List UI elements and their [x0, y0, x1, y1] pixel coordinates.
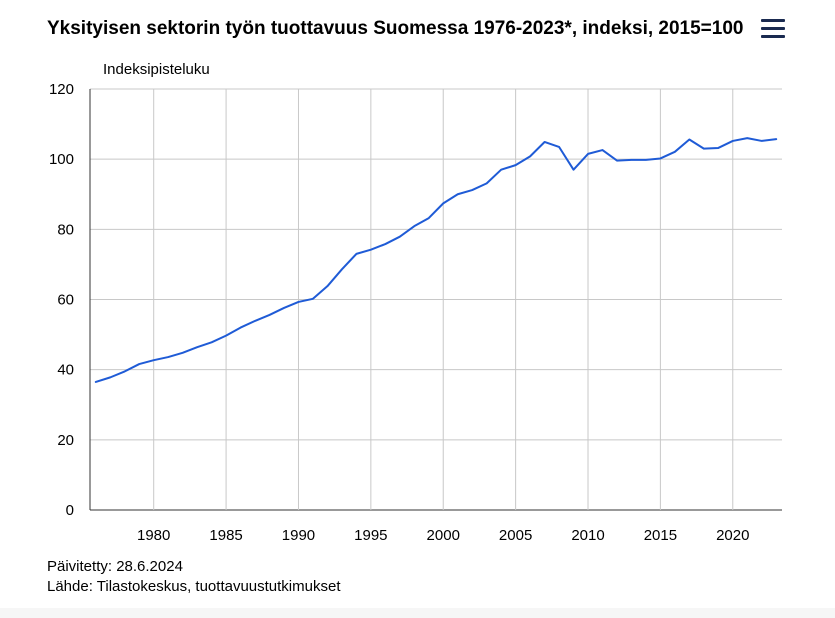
x-tick-label: 1980	[137, 527, 170, 544]
x-tick-label: 2020	[716, 527, 749, 544]
x-tick-label: 2010	[571, 527, 604, 544]
line-chart: 0 20 40 60 80 100 120 1980 1985 1990 1995 2000 2005 2…	[49, 61, 782, 544]
x-tick-label: 1995	[354, 527, 387, 544]
y-tick-label: 20	[57, 432, 74, 449]
hamburger-menu-icon[interactable]	[758, 16, 788, 42]
source-note: Lähde: Tilastokeskus, tuottavuustutkimuk…	[47, 578, 341, 595]
menu-bar	[761, 19, 785, 22]
chart-title: Yksityisen sektorin työn tuottavuus Suom…	[47, 18, 744, 39]
y-tick-label: 40	[57, 362, 74, 379]
y-axis-label: Indeksipisteluku	[103, 61, 210, 78]
menu-bar	[761, 35, 785, 38]
x-tick-label: 1990	[282, 527, 315, 544]
x-tick-label: 1985	[209, 527, 242, 544]
chart-footer: Päivitetty: 28.6.2024 Lähde: Tilastokesk…	[47, 557, 341, 597]
x-tick-label: 2005	[499, 527, 532, 544]
y-tick-label: 60	[57, 292, 74, 309]
y-tick-label: 100	[49, 151, 74, 168]
bottom-divider	[0, 608, 835, 618]
y-tick-label: 120	[49, 81, 74, 98]
x-tick-label: 2000	[427, 527, 460, 544]
series-line	[94, 137, 778, 383]
x-tick-label: 2015	[644, 527, 677, 544]
y-tick-label: 0	[66, 502, 74, 519]
updated-date: Päivitetty: 28.6.2024	[47, 558, 183, 575]
menu-bar	[761, 27, 785, 30]
y-tick-label: 80	[57, 221, 74, 238]
